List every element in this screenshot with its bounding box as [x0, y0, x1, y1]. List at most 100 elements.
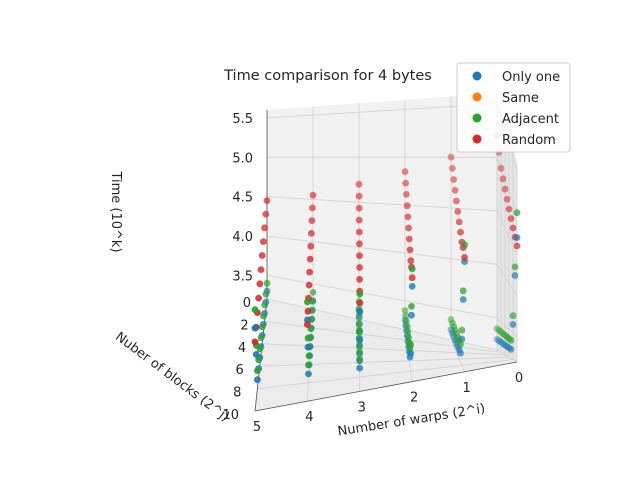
data-point-random [356, 240, 363, 248]
data-point-random [355, 204, 363, 212]
x-tick-label: 1 [462, 381, 470, 396]
data-point-only-one [458, 335, 466, 343]
legend-marker-only-one [472, 71, 482, 81]
data-point-adjacent [355, 319, 363, 327]
data-point-random [262, 210, 270, 218]
grid-line-y-floor [257, 359, 514, 389]
data-point-random [507, 215, 515, 223]
data-point-random [306, 268, 313, 276]
data-point-adjacent [404, 328, 412, 336]
data-point-random [455, 218, 463, 226]
grid-line-z-back [266, 274, 498, 319]
data-point-random [403, 202, 411, 210]
data-point-random [401, 168, 409, 176]
x-tick-label: 2 [410, 391, 418, 406]
data-point-random [306, 255, 314, 263]
data-point-random [457, 228, 464, 236]
data-point-adjacent [405, 334, 412, 341]
data-point-only-one [304, 343, 312, 351]
data-point-random [405, 235, 413, 243]
data-point-random [447, 153, 455, 161]
y-tick-label: 8 [233, 386, 241, 401]
grid-line-z-side [496, 317, 518, 338]
data-point-adjacent [304, 334, 312, 342]
legend-marker-adjacent [472, 113, 482, 123]
data-point-random [251, 338, 259, 346]
y-axis-label: Nuber of blocks (2^j) [112, 329, 232, 424]
data-point-random [257, 266, 265, 273]
data-point-random [355, 228, 363, 236]
data-point-random [449, 165, 456, 172]
data-point-random [309, 204, 316, 212]
data-point-only-one [511, 272, 519, 279]
data-point-adjacent [408, 265, 416, 273]
y-tick-label: 2 [240, 318, 248, 333]
data-point-only-one [509, 321, 517, 328]
legend-label-random: Random [502, 133, 556, 148]
data-point-only-one [251, 324, 259, 332]
legend-marker-random [472, 134, 482, 144]
data-point-adjacent [356, 355, 363, 363]
data-point-random [307, 242, 315, 250]
data-point-adjacent [507, 337, 515, 344]
y-tick-label: 6 [236, 363, 244, 378]
data-point-random [505, 205, 513, 213]
data-point-random [263, 197, 271, 205]
data-point-random [405, 224, 412, 232]
data-point-random [355, 216, 363, 224]
data-point-adjacent [356, 341, 363, 349]
data-point-adjacent [403, 323, 411, 330]
data-point-only-one [356, 336, 364, 344]
data-point-adjacent [255, 356, 262, 364]
data-points [251, 132, 521, 384]
data-point-only-one [408, 283, 416, 290]
data-point-only-one [459, 296, 467, 303]
data-point-adjacent [511, 263, 519, 271]
data-point-adjacent [262, 290, 270, 298]
data-point-random [304, 307, 312, 315]
data-point-adjacent [356, 290, 364, 298]
data-point-only-one [356, 364, 363, 372]
data-point-random [307, 230, 315, 237]
data-point-only-one [254, 376, 261, 384]
data-point-random [461, 254, 468, 261]
data-point-random [356, 276, 363, 283]
z-tick-label: 4.0 [232, 230, 253, 245]
data-point-only-one [457, 349, 464, 357]
data-point-adjacent [309, 288, 317, 296]
data-point-random [403, 191, 410, 198]
y-tick-label: 10 [222, 408, 239, 423]
grid-line-x-floor [450, 339, 465, 372]
z-tick-label: 5.0 [232, 151, 253, 166]
legend-label-only-one: Only one [502, 70, 560, 85]
data-point-random [404, 213, 412, 221]
data-point-only-one [507, 346, 515, 353]
grid-line-y-floor [262, 343, 506, 356]
z-tick-label: 5.5 [232, 112, 253, 127]
legend-marker-same [472, 92, 482, 102]
legend: Only one Same Adjacent Random [456, 62, 571, 153]
x-tick-label: 0 [515, 371, 523, 386]
data-point-adjacent [251, 306, 259, 314]
data-point-only-one [408, 311, 415, 319]
grid-line-y-floor [259, 356, 510, 367]
data-point-random [260, 238, 267, 246]
data-point-adjacent [305, 361, 312, 369]
data-point-adjacent [356, 327, 364, 335]
data-point-random [355, 180, 363, 188]
data-point-random [454, 208, 462, 215]
data-point-adjacent [459, 287, 467, 295]
chart-title: Time comparison for 4 bytes [223, 68, 432, 84]
data-point-random [497, 164, 505, 172]
data-point-adjacent [304, 298, 311, 306]
y-tick-label: 4 [238, 341, 246, 356]
z-tick-label: 4.5 [232, 191, 253, 206]
data-point-random [499, 175, 507, 183]
data-point-random [451, 186, 459, 194]
data-point-random [407, 257, 415, 265]
data-point-random [503, 195, 511, 203]
data-point-adjacent [402, 312, 410, 320]
data-point-adjacent [407, 341, 415, 349]
data-point-random [356, 264, 363, 271]
data-point-only-one [356, 308, 364, 316]
